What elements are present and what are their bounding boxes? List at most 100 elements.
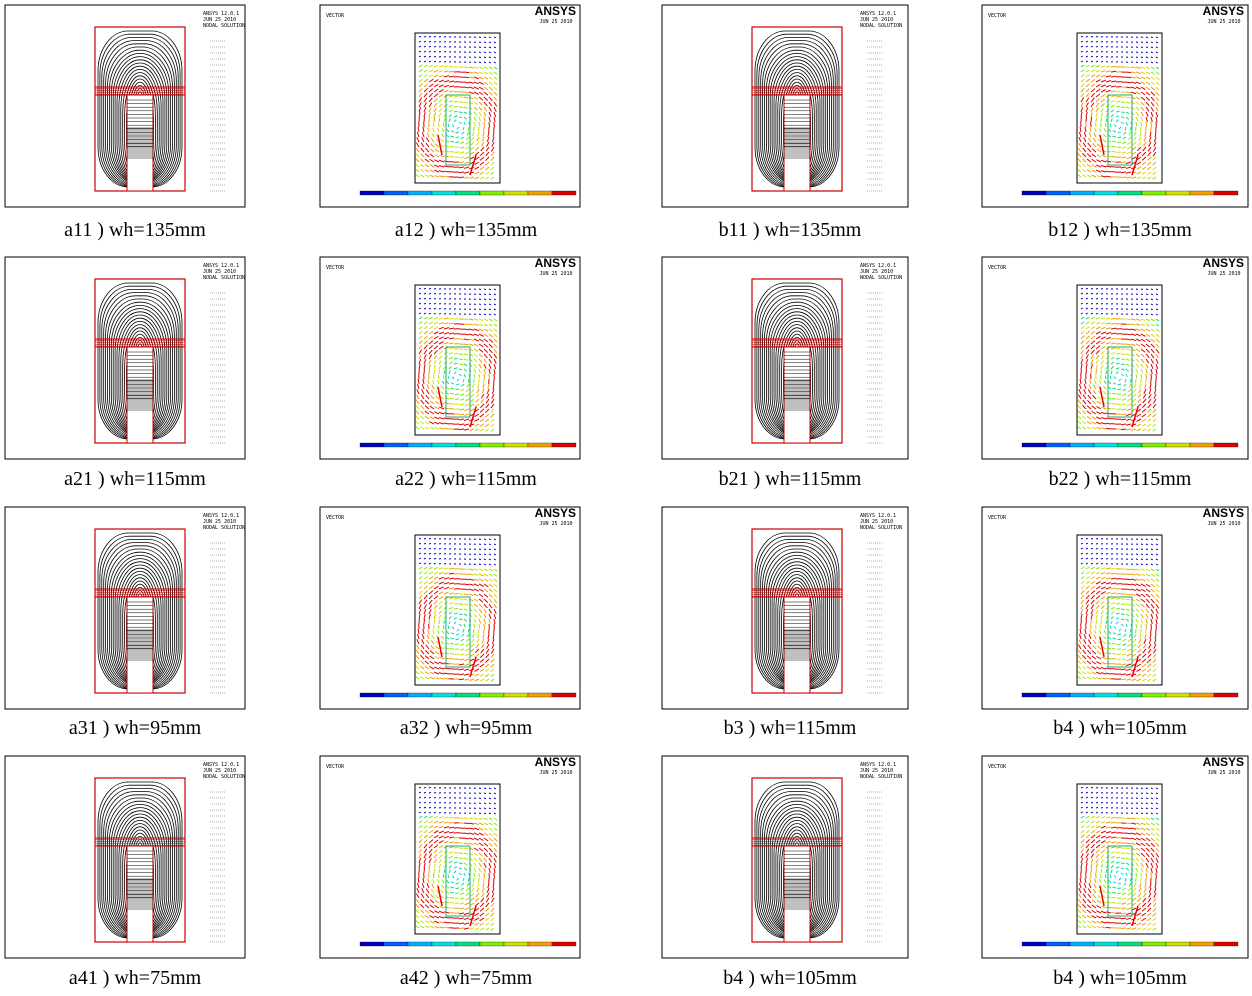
vector-arrow bbox=[468, 127, 469, 131]
vector-arrow bbox=[1141, 57, 1143, 58]
colorbar-segment bbox=[1166, 191, 1190, 195]
vector-arrow bbox=[484, 549, 486, 550]
caption: b21 ) wh=115mm bbox=[719, 468, 862, 490]
vector-arrow bbox=[424, 36, 426, 37]
vector-arrow bbox=[1101, 61, 1103, 62]
colorbar-segment bbox=[1022, 443, 1046, 447]
vector-arrow bbox=[1116, 353, 1120, 354]
logo: ANSYS bbox=[535, 4, 576, 18]
colorbar-segment bbox=[384, 693, 408, 697]
vector-arrow bbox=[1091, 308, 1093, 309]
vector-arrow bbox=[1141, 304, 1143, 305]
header-text: VECTOR bbox=[988, 764, 1007, 770]
vector-arrow bbox=[429, 41, 431, 42]
vector-arrow bbox=[449, 817, 453, 818]
vector-arrow bbox=[1146, 374, 1147, 379]
vector-arrow bbox=[1086, 792, 1088, 793]
colorbar-segment bbox=[1214, 443, 1238, 447]
header-text: NODAL SOLUTION bbox=[860, 774, 902, 780]
vector-arrow bbox=[489, 37, 491, 38]
vector-arrow bbox=[1136, 564, 1138, 565]
colorbar-segment bbox=[1214, 191, 1238, 195]
vector-arrow bbox=[474, 564, 476, 565]
vector-arrow bbox=[1101, 313, 1103, 314]
colorbar-segment bbox=[480, 693, 504, 697]
vector-arrow bbox=[1141, 309, 1143, 310]
vector-arrow bbox=[1096, 369, 1097, 374]
vector-arrow bbox=[1146, 52, 1148, 53]
header-text: JUN 25 2010 bbox=[539, 521, 572, 527]
vector-arrow bbox=[454, 608, 458, 609]
vector-arrow bbox=[1091, 36, 1093, 37]
vector-arrow bbox=[450, 398, 454, 399]
vector-arrow bbox=[1096, 61, 1098, 62]
header-text: NODAL SOLUTION bbox=[860, 275, 902, 281]
vector-arrow bbox=[1136, 122, 1137, 126]
vector-arrow bbox=[1086, 538, 1088, 539]
vector-arrow bbox=[479, 314, 481, 315]
vector-arrow bbox=[1091, 619, 1092, 624]
header-text: VECTOR bbox=[326, 265, 345, 271]
vector-arrow bbox=[479, 813, 481, 814]
vector-arrow bbox=[1096, 787, 1098, 788]
vector-arrow bbox=[1136, 624, 1137, 628]
vector-arrow bbox=[434, 288, 436, 289]
vector-arrow bbox=[474, 624, 475, 628]
vector-arrow bbox=[439, 563, 441, 564]
vector-arrow bbox=[489, 299, 491, 300]
vector-arrow bbox=[1105, 123, 1106, 127]
vector-arrow bbox=[1126, 574, 1131, 575]
vector-arrow bbox=[1136, 813, 1138, 814]
colorbar-segment bbox=[1022, 693, 1046, 697]
panel: ANSYS 12.0.1JUN 25 2010NODAL SOLUTION bbox=[5, 756, 245, 958]
vector-arrow bbox=[1111, 318, 1116, 319]
vector-arrow bbox=[429, 36, 431, 37]
vector-arrow bbox=[455, 137, 459, 138]
vector-arrow bbox=[1136, 873, 1137, 877]
vector-arrow bbox=[434, 46, 436, 47]
vector-arrow bbox=[439, 61, 441, 62]
vector-arrow bbox=[1141, 564, 1143, 565]
vector-arrow bbox=[1141, 374, 1142, 378]
vector-arrow bbox=[1111, 568, 1115, 569]
vector-arrow bbox=[489, 42, 491, 43]
vector-arrow bbox=[1091, 543, 1093, 544]
vector-arrow bbox=[479, 803, 481, 804]
vector-arrow bbox=[1101, 869, 1102, 873]
vector-arrow bbox=[1091, 558, 1093, 559]
vector-arrow bbox=[484, 559, 486, 560]
panel: ANSYS 12.0.1JUN 25 2010NODAL SOLUTION bbox=[5, 5, 245, 207]
panel: ANSYS 12.0.1JUN 25 2010NODAL SOLUTION bbox=[662, 756, 908, 958]
colorbar-segment bbox=[1142, 443, 1166, 447]
vector-arrow bbox=[1111, 817, 1116, 818]
vector-arrow bbox=[1121, 112, 1125, 113]
vector-arrow bbox=[429, 293, 431, 294]
vector-arrow bbox=[1112, 393, 1116, 394]
logo: ANSYS bbox=[535, 506, 576, 520]
vector-arrow bbox=[454, 857, 458, 858]
vector-arrow bbox=[424, 543, 426, 544]
vector-arrow bbox=[479, 62, 481, 63]
vector-arrow bbox=[1101, 118, 1102, 122]
vector-arrow bbox=[443, 123, 444, 127]
header-text: JUN 25 2010 bbox=[1207, 770, 1240, 776]
header-text: NODAL SOLUTION bbox=[203, 774, 245, 780]
vector-arrow bbox=[439, 620, 440, 624]
vector-arrow bbox=[1151, 47, 1153, 48]
vector-arrow bbox=[459, 112, 463, 113]
header-text: VECTOR bbox=[988, 13, 1007, 19]
caption: b3 ) wh=115mm bbox=[724, 717, 857, 739]
vector-arrow bbox=[1096, 298, 1098, 299]
vector-arrow bbox=[434, 812, 436, 813]
vector-arrow bbox=[1091, 41, 1093, 42]
figure: ANSYS 12.0.1JUN 25 2010NODAL SOLUTIONa11… bbox=[0, 0, 1252, 996]
vector-arrow bbox=[1146, 304, 1148, 305]
colorbar-segment bbox=[408, 942, 432, 946]
vector-arrow bbox=[424, 538, 426, 539]
header-text: VECTOR bbox=[988, 515, 1007, 521]
vector-arrow bbox=[424, 792, 426, 793]
vector-arrow bbox=[429, 558, 431, 559]
vector-arrow bbox=[1117, 888, 1121, 889]
vector-arrow bbox=[1130, 629, 1131, 633]
header-text: JUN 25 2010 bbox=[539, 19, 572, 25]
